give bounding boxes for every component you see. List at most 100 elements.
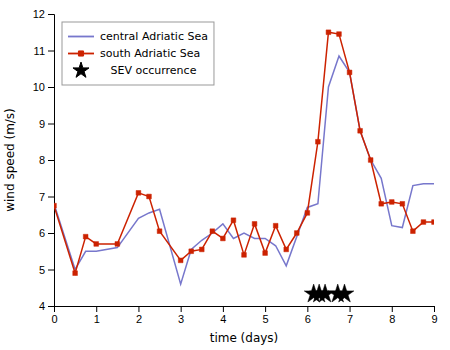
- tick-mark: [265, 306, 266, 312]
- tick-label: 6: [39, 227, 45, 239]
- series-marker: [389, 200, 394, 205]
- tick-label: 8: [389, 313, 395, 325]
- tick: 12: [33, 8, 54, 20]
- series-marker: [263, 251, 268, 256]
- chart-container: 0123456789456789101112time (days)wind sp…: [0, 0, 450, 350]
- tick-label: 5: [39, 264, 45, 276]
- series-marker: [337, 32, 342, 37]
- tick-label: 2: [136, 313, 142, 325]
- series-marker: [284, 247, 289, 252]
- series-marker: [411, 229, 416, 234]
- tick: 3: [178, 306, 184, 325]
- tick-mark: [138, 306, 139, 312]
- chart-svg: 0123456789456789101112time (days)wind sp…: [0, 0, 450, 350]
- tick-mark: [48, 306, 54, 307]
- series: [54, 56, 434, 284]
- tick-mark: [48, 124, 54, 125]
- series-marker: [335, 284, 354, 302]
- tick-mark: [48, 160, 54, 161]
- series-marker: [136, 191, 141, 196]
- series-marker: [147, 194, 152, 199]
- tick-label: 7: [39, 191, 45, 203]
- series-marker: [178, 258, 183, 263]
- legend-label: SEV occurrence: [100, 64, 197, 77]
- legend-label: south Adriatic Sea: [100, 47, 200, 60]
- tick-label: 3: [178, 313, 184, 325]
- legend-item: south Adriatic Sea: [68, 47, 200, 60]
- legend-box: [62, 22, 214, 85]
- tick-label: 11: [34, 45, 45, 57]
- series: [304, 284, 354, 302]
- legend: central Adriatic Sea south Adriatic Sea S…: [62, 22, 214, 85]
- legend-item: SEV occurrence: [73, 62, 197, 77]
- tick-mark: [181, 306, 182, 312]
- series-marker: [368, 158, 373, 163]
- series-marker: [294, 231, 299, 236]
- tick: 2: [136, 306, 142, 325]
- axis-line: [55, 307, 435, 313]
- tick-mark: [48, 14, 54, 15]
- tick: 7: [39, 191, 54, 203]
- tick-label: 6: [305, 313, 311, 325]
- series-marker: [252, 222, 257, 227]
- tick: 9: [39, 118, 54, 130]
- series-marker: [347, 70, 352, 75]
- tick-label: 5: [263, 313, 269, 325]
- series-marker: [83, 234, 88, 239]
- tick-label: 1: [94, 313, 100, 325]
- tick-mark: [350, 306, 351, 312]
- tick-mark: [392, 306, 393, 312]
- tick-label: 4: [39, 300, 45, 312]
- series-marker: [316, 139, 321, 144]
- tick: 5: [263, 306, 269, 325]
- tick-mark: [48, 233, 54, 234]
- y-axis: 4 5 6 7 8 9 10 11 12: [33, 8, 55, 312]
- tick-label: 0: [51, 313, 57, 325]
- tick-label: 12: [33, 8, 45, 20]
- legend-label: central Adriatic Sea: [100, 30, 208, 43]
- y-axis-title: wind speed (m/s): [3, 108, 17, 212]
- series-marker: [242, 253, 247, 258]
- series-marker: [379, 201, 384, 206]
- tick: 5: [39, 264, 54, 276]
- tick: 7: [347, 306, 353, 325]
- series: [54, 30, 434, 276]
- tick-mark: [48, 197, 54, 198]
- tick-label: 9: [39, 118, 45, 130]
- tick-mark: [307, 306, 308, 312]
- tick: 6: [39, 227, 54, 239]
- tick: 10: [33, 81, 54, 93]
- x-axis-title: time (days): [210, 331, 279, 345]
- series-marker: [199, 247, 204, 252]
- series-line: [54, 56, 434, 284]
- tick: 6: [305, 306, 311, 325]
- tick-label: 4: [220, 313, 226, 325]
- series-marker: [157, 229, 162, 234]
- tick-mark: [48, 87, 54, 88]
- x-axis: 0 1 2 3 4 5 6 7 8 9: [51, 306, 437, 325]
- series-marker: [54, 203, 56, 208]
- tick: 4: [39, 300, 54, 312]
- series-marker: [305, 211, 310, 216]
- legend-line: [68, 36, 94, 38]
- series-marker: [189, 249, 194, 254]
- tick: 9: [431, 306, 437, 325]
- series-line: [54, 32, 434, 273]
- tick-mark: [96, 306, 97, 312]
- legend-marker: [73, 62, 89, 77]
- series-marker: [432, 220, 434, 225]
- series-marker: [231, 218, 236, 223]
- tick: 8: [39, 154, 54, 166]
- tick-mark: [434, 306, 435, 312]
- series-marker: [358, 128, 363, 133]
- series-marker: [210, 229, 215, 234]
- tick: 0: [51, 306, 57, 325]
- tick: 4: [220, 306, 226, 325]
- series-marker: [94, 242, 99, 247]
- tick-label: 10: [33, 81, 45, 93]
- legend-marker: [78, 51, 83, 56]
- series-marker: [326, 30, 331, 35]
- series-marker: [273, 223, 278, 228]
- series-marker: [421, 220, 426, 225]
- tick-mark: [223, 306, 224, 312]
